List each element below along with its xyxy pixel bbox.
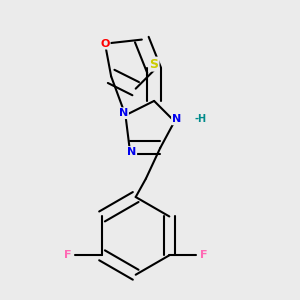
Text: F: F: [200, 250, 207, 260]
Text: -H: -H: [194, 114, 206, 124]
Text: F: F: [64, 250, 72, 260]
Text: N: N: [172, 114, 181, 124]
Text: O: O: [100, 39, 110, 49]
Text: N: N: [127, 147, 136, 157]
Text: N: N: [119, 108, 128, 118]
Text: S: S: [150, 58, 159, 70]
